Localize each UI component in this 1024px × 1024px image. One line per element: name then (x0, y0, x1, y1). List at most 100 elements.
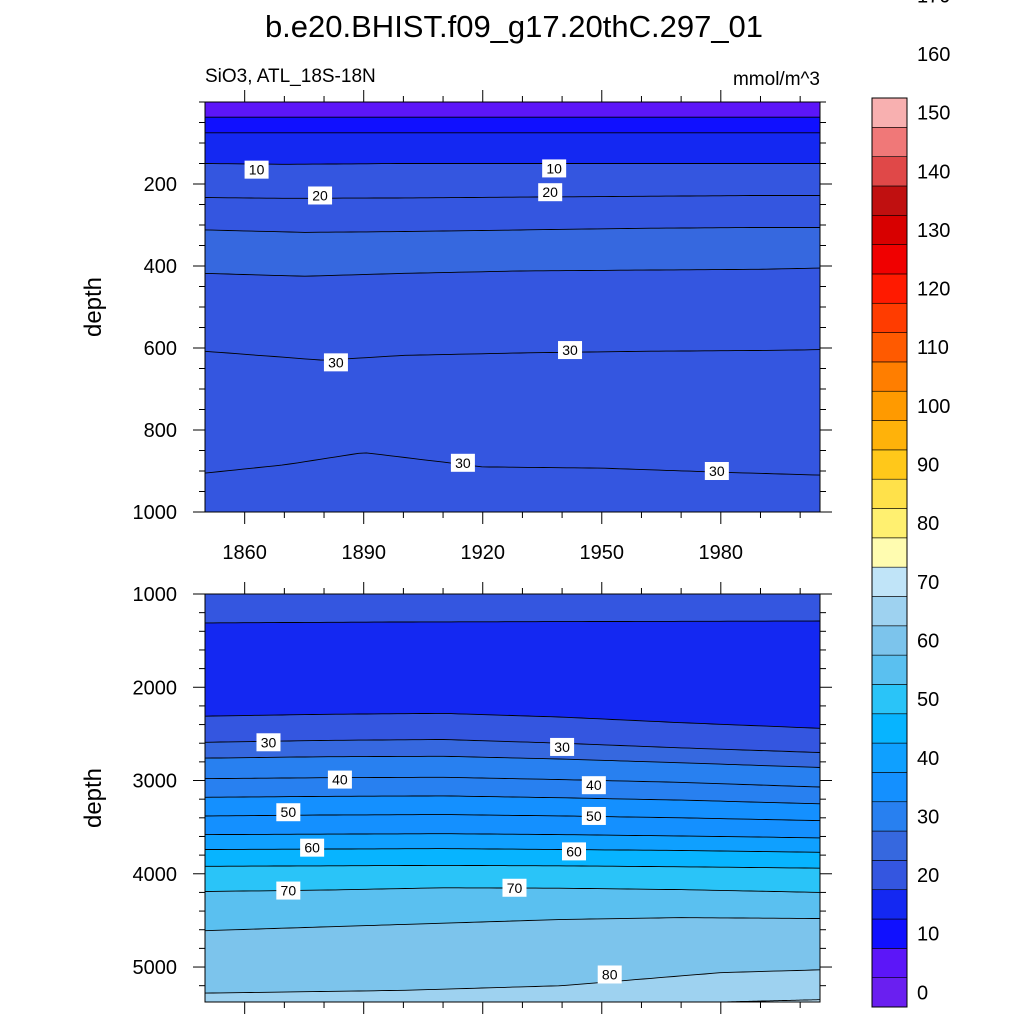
y-tick-label: 5000 (133, 957, 178, 979)
colorbar-tick-label: 40 (917, 748, 939, 770)
x-tick-label: 1920 (460, 542, 505, 564)
contour-line (205, 195, 820, 199)
x-tick-label: 1980 (699, 542, 744, 564)
contour-fill-band (205, 594, 820, 624)
colorbar-bin (871, 273, 908, 304)
colorbar-bin (871, 420, 908, 451)
contour-label: 80 (602, 966, 618, 982)
contour-label: 10 (546, 160, 562, 176)
colorbar-bin (871, 918, 908, 949)
contour-label-box (244, 160, 269, 179)
colorbar-bin (871, 449, 908, 480)
subtitle-left: SiO3, ATL_18S-18N (205, 66, 376, 87)
colorbar-bin (871, 185, 908, 216)
colorbar-bin (871, 537, 908, 568)
colorbar-bin (871, 654, 908, 685)
contour-label: 30 (455, 455, 471, 471)
chart-title: b.e20.BHIST.f09_g17.20thC.297_01 (265, 9, 763, 44)
colorbar-bin (871, 127, 908, 157)
contour-label-box (542, 159, 567, 178)
colorbar-tick-label: 170 (917, 0, 950, 7)
colorbar-tick-label: 140 (917, 161, 950, 183)
contour-label: 10 (249, 162, 265, 178)
contour-line (205, 712, 820, 729)
x-tick-label: 1950 (580, 542, 625, 564)
y-tick-label: 200 (144, 174, 177, 196)
x-tick-label: 1890 (341, 542, 386, 564)
contour-label: 20 (312, 187, 328, 203)
y-tick-label: 800 (144, 420, 177, 442)
colorbar-bin (871, 244, 908, 275)
contour-line (205, 267, 820, 277)
contour-label: 20 (542, 184, 558, 200)
colorbar-tick-label: 80 (917, 513, 939, 535)
colorbar-bin (871, 478, 908, 509)
contour-label: 70 (507, 880, 523, 896)
colorbar-bin (871, 566, 908, 597)
y-tick-label: 600 (144, 338, 177, 360)
colorbar-bin (871, 625, 908, 656)
colorbar-bin (871, 977, 908, 1008)
contour-line (205, 776, 820, 788)
colorbar-bin (871, 860, 908, 891)
plot-frame (204, 593, 821, 1003)
colorbar-tick-label: 130 (917, 220, 950, 242)
colorbar-tick-label: 50 (917, 689, 939, 711)
contour-line (205, 814, 820, 822)
y-tick-label: 4000 (133, 864, 178, 886)
contour-label: 40 (586, 777, 602, 793)
contour-line (205, 864, 820, 869)
contour-line (205, 969, 820, 994)
colorbar-bin (871, 742, 908, 773)
contour-label: 50 (281, 804, 297, 820)
contour-label: 30 (328, 354, 344, 370)
colorbar-bin (871, 801, 908, 832)
y-tick-label: 3000 (133, 771, 178, 793)
contour-fill-band (205, 620, 820, 729)
contour-label-box (562, 842, 586, 861)
contour-line (205, 163, 820, 165)
contour-label: 50 (586, 808, 602, 824)
contour-label: 40 (332, 772, 348, 788)
colorbar-bin (871, 684, 908, 715)
colorbar-tick-label: 110 (917, 337, 949, 359)
contour-label-box (300, 838, 325, 857)
contour-label-box (502, 878, 527, 897)
contour-label: 30 (709, 463, 725, 479)
contour-line (205, 349, 820, 361)
contour-label-box (550, 737, 575, 756)
colorbar-bin (871, 830, 908, 861)
contour-label-box (323, 353, 348, 372)
contour-label: 30 (554, 739, 570, 755)
colorbar-tick-label: 10 (917, 924, 939, 946)
contour-line (205, 833, 820, 839)
contour-label-box (450, 453, 475, 472)
contour-label: 70 (281, 883, 297, 899)
colorbar-tick-label: 70 (917, 572, 939, 594)
colorbar-tick-label: 160 (917, 44, 950, 66)
colorbar-bin (871, 948, 908, 978)
colorbar-bin (871, 361, 908, 392)
contour-line (205, 795, 820, 805)
colorbar-bin (871, 596, 908, 627)
contour-fill-band (205, 227, 820, 277)
contour-label-box (276, 881, 301, 900)
colorbar: 0 10 20 30 40 50 60 70 80 90 100 110 120 130 140 150 160… (871, 0, 950, 1008)
contour-line (205, 739, 820, 753)
contour-label-box (327, 770, 352, 789)
colorbar-bin (871, 889, 908, 920)
colorbar-tick-label: 90 (917, 455, 939, 477)
contour-line (205, 755, 820, 768)
contour-line (205, 227, 820, 233)
y-axis-label: depth (80, 277, 107, 337)
lower-panel: 30 30 40 40 50 50 60 60 70 70 80 1000 2000 3000 4000 50… (80, 582, 832, 1014)
colorbar-bin (871, 302, 908, 333)
contour-label-box (276, 803, 301, 822)
colorbar-bin (871, 508, 908, 539)
colorbar-tick-label: 30 (917, 806, 939, 828)
contour-label: 60 (304, 840, 320, 856)
contour-fill-band (205, 102, 820, 118)
contour-line (205, 620, 820, 624)
contour-fill-band (205, 195, 820, 233)
